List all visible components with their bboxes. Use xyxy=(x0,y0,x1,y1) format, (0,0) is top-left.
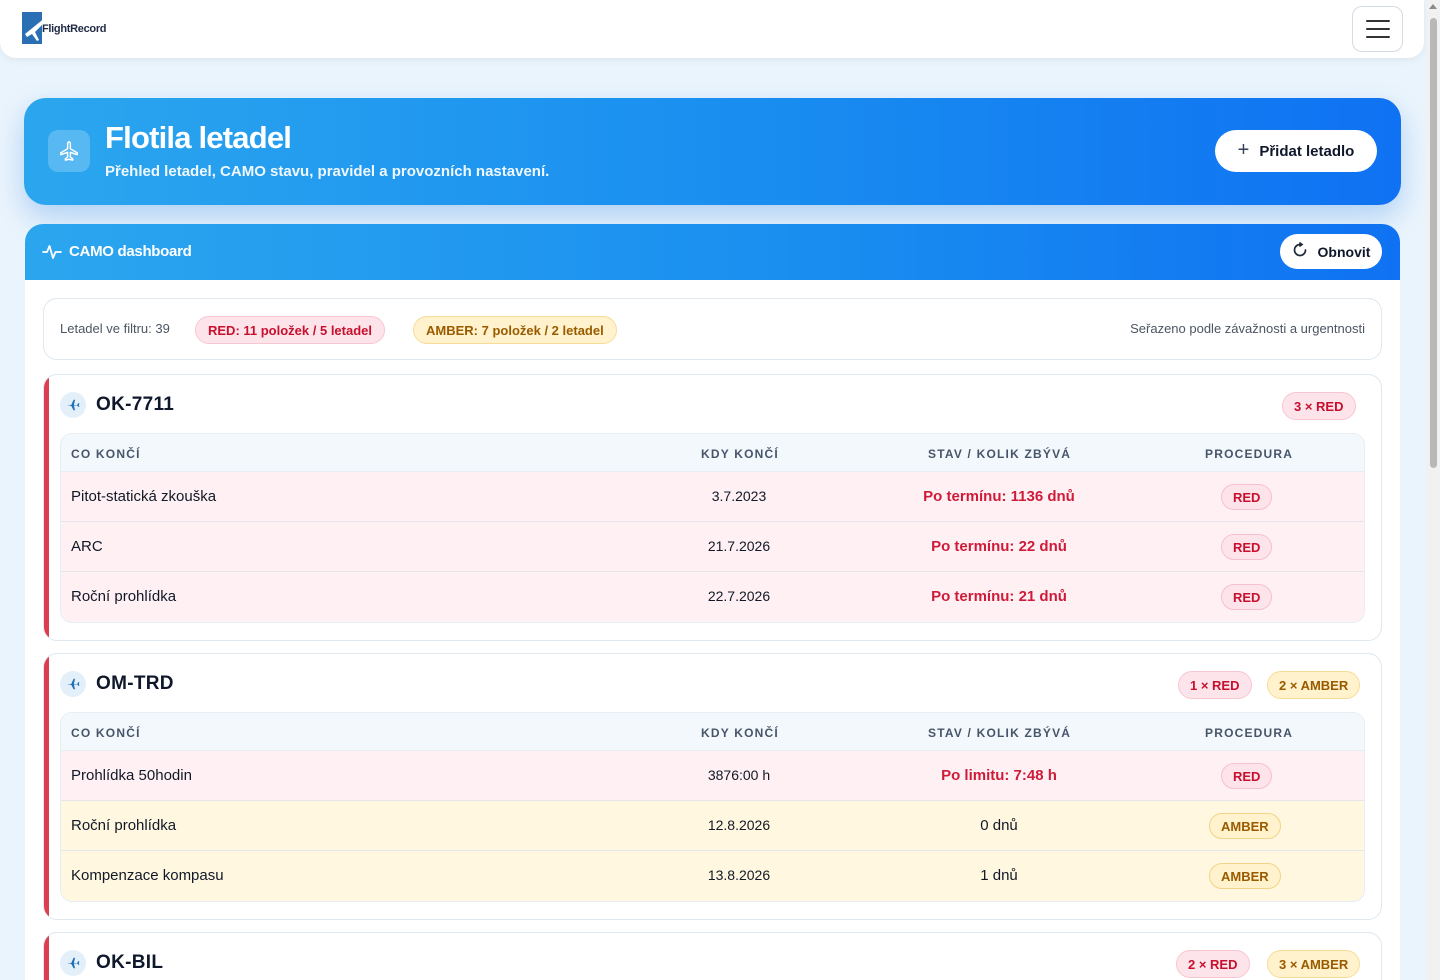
table-header: CO KONČÍ KDY KONČÍ STAV / KOLIK ZBÝVÁ PR… xyxy=(61,434,1364,472)
dashboard-header: CAMO dashboard Obnovit xyxy=(25,224,1400,280)
airplane-icon xyxy=(48,130,90,172)
aircraft-card: OM-TRD 1 × RED 2 × AMBER CO KONČÍ KDY KO… xyxy=(43,653,1382,920)
table-row[interactable]: Roční prohlídka 22.7.2026 Po termínu: 21… xyxy=(61,572,1364,622)
refresh-icon xyxy=(1292,242,1308,261)
logo[interactable]: FlightRecord xyxy=(22,12,107,44)
procedure-badge[interactable]: RED xyxy=(1221,534,1273,560)
hamburger-menu-icon xyxy=(1365,20,1390,22)
red-count-badge: 1 × RED xyxy=(1178,671,1252,699)
col-status: STAV / KOLIK ZBÝVÁ xyxy=(928,447,1072,461)
add-aircraft-button[interactable]: + Přidat letadlo xyxy=(1215,130,1377,172)
plane-icon xyxy=(60,392,86,418)
fleet-hero-header: Flotila letadel Přehled letadel, CAMO st… xyxy=(24,98,1401,205)
table-row[interactable]: Kompenzace kompasu 13.8.2026 1 dnů AMBER xyxy=(61,851,1364,901)
procedure-badge[interactable]: AMBER xyxy=(1209,813,1281,839)
table-row[interactable]: ARC 21.7.2026 Po termínu: 22 dnů RED xyxy=(61,522,1364,572)
red-count-badge: 3 × RED xyxy=(1282,392,1356,420)
aircraft-registration[interactable]: OK-BIL xyxy=(96,952,164,973)
menu-line xyxy=(1365,36,1390,38)
refresh-button[interactable]: Obnovit xyxy=(1280,234,1382,269)
item-name: Prohlídka 50hodin xyxy=(71,767,192,784)
item-name: Pitot-statická zkouška xyxy=(71,488,217,505)
item-status: 1 dnů xyxy=(980,867,1018,884)
scrollbar-thumb[interactable] xyxy=(1430,18,1437,468)
procedure-badge[interactable]: AMBER xyxy=(1209,863,1281,889)
item-when: 3.7.2023 xyxy=(711,488,767,504)
item-when: 13.8.2026 xyxy=(707,867,771,883)
procedure-badge[interactable]: RED xyxy=(1221,484,1273,510)
col-when: KDY KONČÍ xyxy=(701,726,779,740)
procedure-badge[interactable]: RED xyxy=(1221,763,1273,789)
item-status: Po termínu: 22 dnů xyxy=(931,538,1067,555)
aircraft-card: OK-BIL 2 × RED 3 × AMBER xyxy=(43,932,1382,980)
amber-count-badge: 2 × AMBER xyxy=(1267,671,1361,699)
amber-summary-badge[interactable]: AMBER: 7 položek / 2 letadel xyxy=(413,316,617,344)
table-header: CO KONČÍ KDY KONČÍ STAV / KOLIK ZBÝVÁ PR… xyxy=(61,713,1364,751)
item-when: 21.7.2026 xyxy=(707,538,771,554)
items-table: CO KONČÍ KDY KONČÍ STAV / KOLIK ZBÝVÁ PR… xyxy=(60,433,1365,623)
sort-info: Seřazeno podle závažnosti a urgentnosti xyxy=(1130,321,1365,336)
red-summary-badge[interactable]: RED: 11 položek / 5 letadel xyxy=(195,316,385,344)
item-when: 3876:00 h xyxy=(707,767,771,783)
summary-bar: Letadel ve filtru: 39 RED: 11 položek / … xyxy=(43,298,1382,360)
activity-pulse-icon xyxy=(42,243,62,266)
plus-icon: + xyxy=(1237,139,1250,161)
page-subtitle: Přehled letadel, CAMO stavu, pravidel a … xyxy=(105,163,550,180)
top-navbar: FlightRecord xyxy=(0,0,1424,58)
table-row[interactable]: Prohlídka 50hodin 3876:00 h Po limitu: 7… xyxy=(61,751,1364,801)
page-scrollbar[interactable] xyxy=(1426,0,1440,980)
col-procedure: PROCEDURA xyxy=(1205,726,1294,740)
item-name: ARC xyxy=(71,538,103,555)
item-status: Po termínu: 21 dnů xyxy=(931,588,1067,605)
col-when: KDY KONČÍ xyxy=(701,447,779,461)
item-status: Po limitu: 7:48 h xyxy=(941,767,1057,784)
table-row[interactable]: Pitot-statická zkouška 3.7.2023 Po termí… xyxy=(61,472,1364,522)
procedure-badge[interactable]: RED xyxy=(1221,584,1273,610)
col-item: CO KONČÍ xyxy=(71,447,141,461)
col-status: STAV / KOLIK ZBÝVÁ xyxy=(928,726,1072,740)
refresh-label: Obnovit xyxy=(1317,243,1371,260)
item-name: Roční prohlídka xyxy=(71,588,177,605)
plane-icon xyxy=(60,671,86,697)
item-when: 12.8.2026 xyxy=(707,817,771,833)
item-status: Po termínu: 1136 dnů xyxy=(923,488,1075,505)
add-aircraft-label: Přidat letadlo xyxy=(1259,142,1355,160)
logo-text: FlightRecord xyxy=(42,23,107,35)
menu-line xyxy=(1365,28,1390,30)
col-procedure: PROCEDURA xyxy=(1205,447,1294,461)
scroll-up-arrow-icon[interactable] xyxy=(1429,4,1437,9)
col-item: CO KONČÍ xyxy=(71,726,141,740)
aircraft-card: OK-7711 3 × RED CO KONČÍ KDY KONČÍ STAV … xyxy=(43,374,1382,641)
aircraft-registration[interactable]: OM-TRD xyxy=(96,673,174,694)
item-status: 0 dnů xyxy=(980,817,1018,834)
hamburger-menu-button[interactable] xyxy=(1352,6,1403,52)
aircraft-count: Letadel ve filtru: 39 xyxy=(60,321,170,336)
amber-count-badge: 3 × AMBER xyxy=(1267,950,1361,978)
table-row[interactable]: Roční prohlídka 12.8.2026 0 dnů AMBER xyxy=(61,801,1364,851)
plane-logo-icon xyxy=(22,12,50,44)
items-table: CO KONČÍ KDY KONČÍ STAV / KOLIK ZBÝVÁ PR… xyxy=(60,712,1365,902)
plane-icon xyxy=(60,950,86,976)
dashboard-title: CAMO dashboard xyxy=(69,243,192,260)
red-count-badge: 2 × RED xyxy=(1176,950,1250,978)
item-when: 22.7.2026 xyxy=(707,588,771,604)
item-name: Kompenzace kompasu xyxy=(71,867,224,884)
aircraft-registration[interactable]: OK-7711 xyxy=(96,394,175,415)
camo-dashboard: CAMO dashboard Obnovit Letadel ve filtru… xyxy=(25,224,1400,980)
item-name: Roční prohlídka xyxy=(71,817,177,834)
page-title: Flotila letadel xyxy=(105,120,292,155)
